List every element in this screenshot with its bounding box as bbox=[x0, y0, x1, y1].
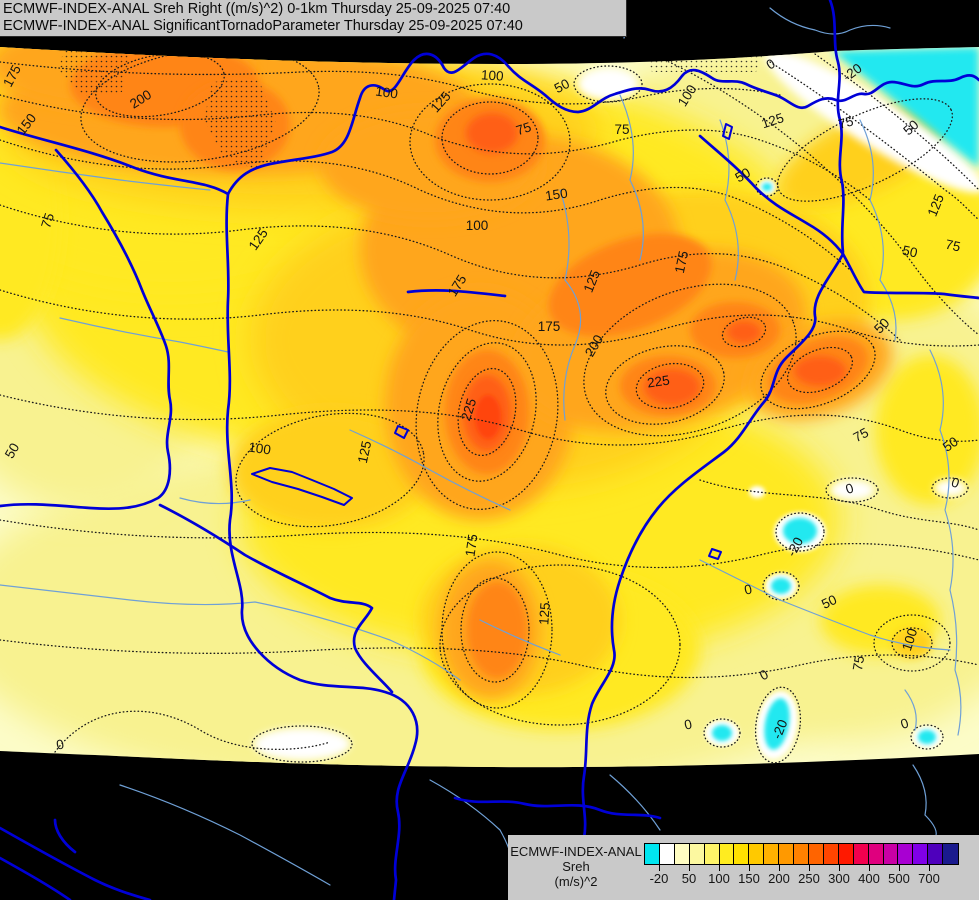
contour-label: 125 bbox=[760, 110, 786, 131]
contour-label: 75 bbox=[614, 122, 629, 137]
legend-tick-label: 50 bbox=[681, 871, 697, 886]
legend-parameter-label: Sreh bbox=[562, 859, 590, 874]
legend-tick-label: 200 bbox=[768, 871, 790, 886]
contour-label: 150 bbox=[544, 186, 568, 204]
legend-tick bbox=[809, 865, 810, 871]
contour-label: 0 bbox=[743, 581, 753, 597]
contour-label: 100 bbox=[374, 84, 398, 102]
legend-panel: ECMWF-INDEX-ANAL Sreh (m/s)^2 -20 50 100 15… bbox=[508, 835, 979, 900]
contour-lines bbox=[0, 47, 979, 764]
legend-tick bbox=[839, 865, 840, 871]
contour-label: 75 bbox=[944, 237, 962, 255]
contour-label: 100 bbox=[466, 218, 489, 233]
legend-tick-label: 100 bbox=[708, 871, 730, 886]
legend-cell bbox=[838, 844, 854, 864]
legend-tick-label: 250 bbox=[798, 871, 820, 886]
legend-model-label: ECMWF-INDEX-ANAL bbox=[510, 844, 642, 859]
rivers bbox=[0, 4, 962, 900]
legend-tick-label: 500 bbox=[888, 871, 910, 886]
contour-label: 50 bbox=[819, 592, 839, 612]
legend-cell bbox=[853, 844, 869, 864]
legend-cell bbox=[928, 844, 944, 864]
legend-tick bbox=[899, 865, 900, 871]
legend-tick bbox=[929, 865, 930, 871]
legend-colorbar: -20 50 100 150 200 250 300 400 500 700 bbox=[644, 843, 959, 900]
legend-text-block: ECMWF-INDEX-ANAL Sreh (m/s)^2 bbox=[508, 835, 644, 900]
legend-tick-label: 300 bbox=[828, 871, 850, 886]
legend-tick-label: 700 bbox=[918, 871, 940, 886]
lake-balaton bbox=[251, 467, 353, 506]
contour-label: 225 bbox=[646, 373, 670, 391]
contour-label: 50 bbox=[940, 434, 961, 455]
legend-cell bbox=[659, 844, 675, 864]
legend-cell bbox=[898, 844, 914, 864]
contour-label: 75 bbox=[514, 119, 533, 138]
contour-label: 75 bbox=[837, 113, 855, 131]
legend-cell bbox=[764, 844, 780, 864]
legend-tick bbox=[749, 865, 750, 871]
contour-label: 100 bbox=[247, 440, 271, 458]
contour-label: 175 bbox=[463, 533, 481, 557]
contour-label: 75 bbox=[851, 425, 871, 445]
title-line-1: ECMWF-INDEX-ANAL Sreh Right ((m/s)^2) 0-… bbox=[3, 1, 511, 17]
legend-cell bbox=[943, 844, 959, 864]
legend-cell bbox=[719, 844, 735, 864]
contour-label: -20 bbox=[769, 717, 790, 741]
filled-contour-field bbox=[0, 47, 979, 768]
legend-tick bbox=[659, 865, 660, 871]
legend-cell bbox=[645, 844, 660, 864]
stipple-overlay bbox=[58, 47, 762, 170]
legend-cell bbox=[674, 844, 690, 864]
legend-cell bbox=[794, 844, 809, 864]
legend-cell bbox=[808, 844, 824, 864]
legend-cell bbox=[704, 844, 720, 864]
contour-label: 50 bbox=[900, 117, 921, 138]
contour-label: 0 bbox=[899, 715, 911, 732]
title-bar: ECMWF-INDEX-ANAL Sreh Right ((m/s)^2) 0-… bbox=[0, 0, 627, 37]
legend-tick-label: 150 bbox=[738, 871, 760, 886]
contour-label: 50 bbox=[2, 440, 23, 461]
contour-label: 100 bbox=[899, 627, 920, 653]
contour-label: 50 bbox=[732, 165, 753, 186]
legend-cell bbox=[883, 844, 899, 864]
contour-label: 0 bbox=[949, 474, 961, 491]
legend-cell bbox=[749, 844, 765, 864]
legend-tick bbox=[719, 865, 720, 871]
contour-label: 75 bbox=[850, 655, 867, 672]
contour-label: 225 bbox=[458, 397, 479, 423]
contour-label: 100 bbox=[481, 67, 505, 84]
contour-label: 50 bbox=[552, 76, 572, 96]
contour-label: 175 bbox=[672, 249, 691, 274]
contour-label: 0 bbox=[683, 716, 693, 732]
legend-cell bbox=[779, 844, 795, 864]
legend-color-cells bbox=[644, 843, 959, 865]
contour-label: 125 bbox=[536, 602, 553, 626]
title-line-2: ECMWF-INDEX-ANAL SignificantTornadoParam… bbox=[3, 18, 523, 34]
legend-cell bbox=[689, 844, 705, 864]
lakes bbox=[251, 123, 733, 560]
legend-tick bbox=[869, 865, 870, 871]
legend-tick bbox=[779, 865, 780, 871]
legend-cell bbox=[823, 844, 839, 864]
contour-label: 125 bbox=[355, 439, 374, 464]
legend-cell bbox=[913, 844, 929, 864]
contour-label: 0 bbox=[844, 480, 856, 497]
contour-label: 50 bbox=[901, 243, 919, 261]
legend-tick-label: -20 bbox=[649, 871, 669, 886]
legend-tick-label: 400 bbox=[858, 871, 880, 886]
contour-label: 75 bbox=[38, 211, 57, 230]
legend-cell bbox=[734, 844, 750, 864]
contour-label: 0 bbox=[55, 736, 65, 752]
contour-label: 175 bbox=[538, 319, 561, 334]
legend-units-label: (m/s)^2 bbox=[554, 874, 598, 889]
legend-cell bbox=[868, 844, 884, 864]
legend-tick bbox=[689, 865, 690, 871]
